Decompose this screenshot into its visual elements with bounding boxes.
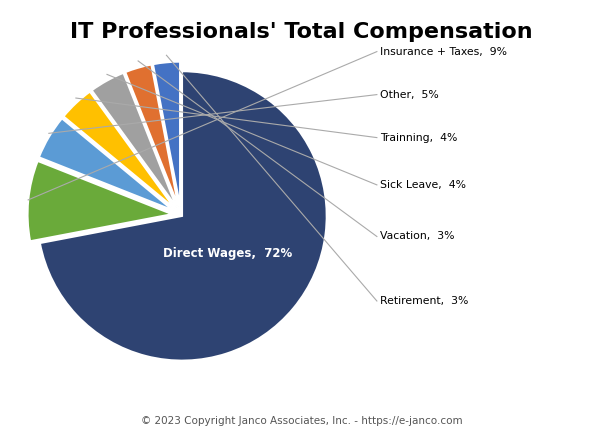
Text: Retirement,  3%: Retirement, 3% [380, 296, 469, 306]
Text: Direct Wages,  72%: Direct Wages, 72% [163, 247, 292, 260]
Text: Insurance + Taxes,  9%: Insurance + Taxes, 9% [380, 46, 507, 57]
Text: Vacation,  3%: Vacation, 3% [380, 231, 455, 242]
Text: Other,  5%: Other, 5% [380, 89, 438, 100]
Wedge shape [92, 73, 177, 207]
Text: Sick Leave,  4%: Sick Leave, 4% [380, 180, 466, 190]
Text: Trainning,  4%: Trainning, 4% [380, 132, 457, 143]
Wedge shape [28, 161, 172, 241]
Wedge shape [63, 92, 175, 209]
Wedge shape [153, 61, 180, 206]
Wedge shape [39, 118, 174, 211]
Wedge shape [125, 64, 178, 207]
Wedge shape [40, 71, 327, 361]
Text: © 2023 Copyright Janco Associates, Inc. - https://e-janco.com: © 2023 Copyright Janco Associates, Inc. … [140, 416, 463, 426]
Text: IT Professionals' Total Compensation: IT Professionals' Total Compensation [70, 22, 533, 42]
